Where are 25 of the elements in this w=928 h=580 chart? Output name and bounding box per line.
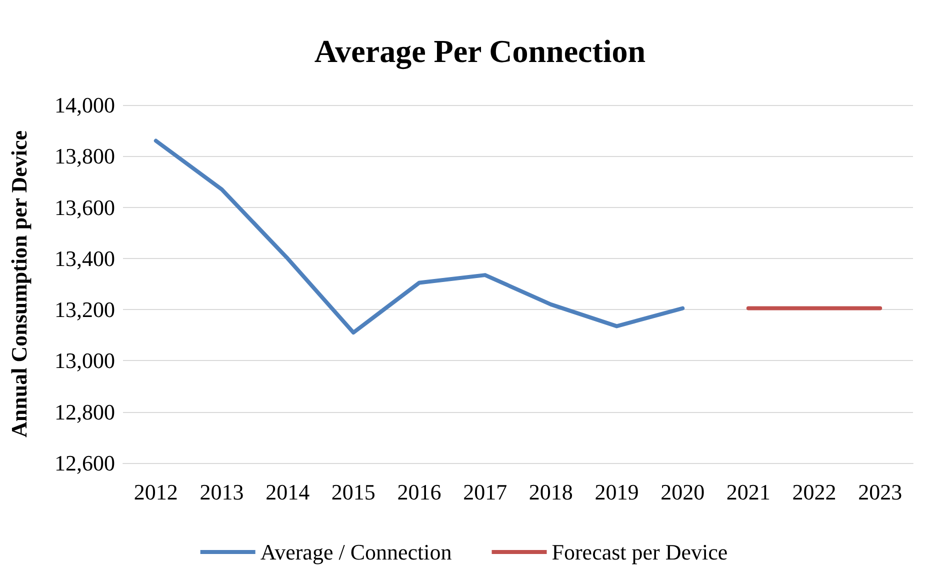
y-axis-title: Annual Consumption per Device — [6, 130, 32, 438]
x-tick-label: 2017 — [463, 480, 508, 504]
x-tick-label: 2013 — [200, 480, 244, 504]
y-tick-label: 12,600 — [54, 450, 115, 476]
x-tick-label: 2016 — [397, 480, 442, 504]
x-tick-label: 2014 — [266, 480, 310, 504]
x-tick-label: 2023 — [858, 480, 902, 504]
line-series — [154, 138, 685, 335]
y-tick-label: 13,400 — [54, 246, 115, 271]
legend-label: Average / Connection — [260, 540, 452, 564]
x-tick-label: 2021 — [726, 480, 770, 504]
y-tick-label: 13,600 — [54, 194, 115, 220]
y-tick-label: 14,000 — [54, 92, 115, 118]
y-tick-label: 12,800 — [54, 399, 115, 424]
y-tick-label: 13,200 — [54, 297, 115, 322]
x-tick-label: 2018 — [528, 480, 573, 504]
x-tick-label: 2012 — [134, 480, 178, 504]
y-tick-label: 13,000 — [54, 348, 115, 374]
x-tick-label: 2022 — [792, 480, 836, 504]
x-tick-label: 2019 — [594, 480, 639, 504]
x-tick-label: 2020 — [660, 480, 705, 504]
x-tick-label: 2015 — [331, 480, 376, 504]
chart-title: Average Per Connection — [314, 33, 646, 70]
y-tick-label: 13,800 — [54, 144, 115, 169]
legend-label: Forecast per Device — [552, 540, 728, 564]
